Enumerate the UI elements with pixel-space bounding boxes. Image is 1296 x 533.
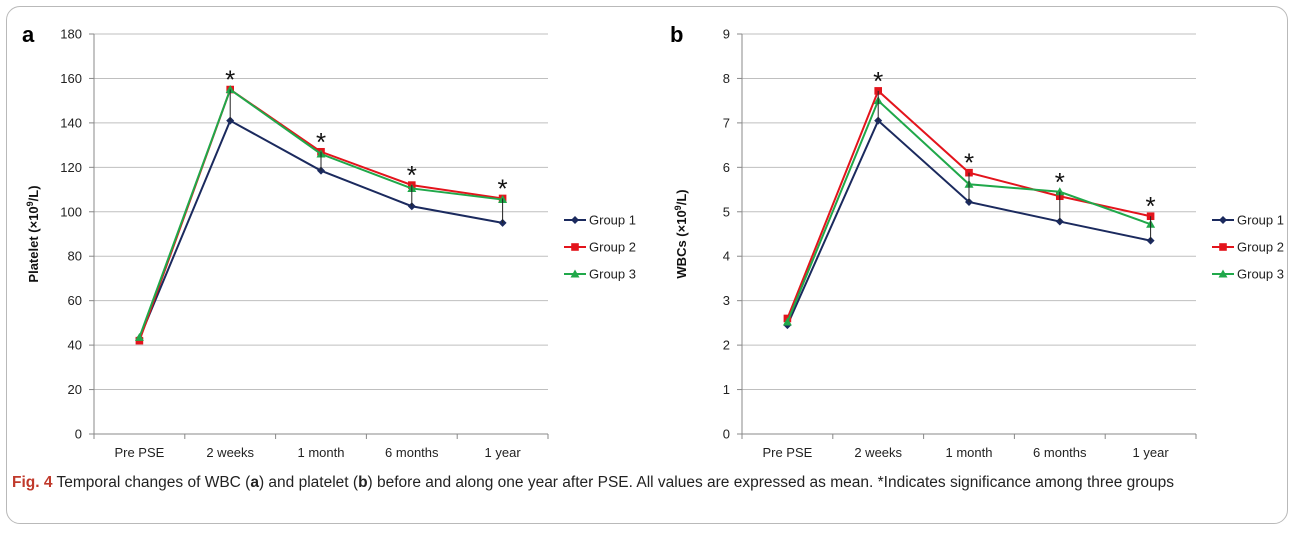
- y-tick-label-b: 5: [723, 204, 730, 219]
- x-tick-label-b: 1 month: [946, 445, 993, 460]
- legend-marker-a-group-3: [570, 269, 580, 278]
- legend-label-b-group-2: Group 2: [1237, 240, 1284, 255]
- significance-marker-a: *: [225, 65, 235, 95]
- y-axis-label-a: Platelet (×109/L): [25, 185, 41, 282]
- y-tick-label-b: 6: [723, 160, 730, 175]
- y-tick-label-a: 160: [60, 71, 82, 86]
- legend-label-a-group-3: Group 3: [589, 267, 636, 282]
- legend-marker-b-group-3: [1218, 269, 1228, 278]
- figure-frame: [6, 6, 1288, 524]
- y-tick-label-b: 2: [723, 338, 730, 353]
- y-tick-label-b: 1: [723, 382, 730, 397]
- chart-panel-a: a 0 20 40 60 80 100 120 140 160 180 Pre PSE 2 weeks 1…: [22, 22, 636, 460]
- caption-text-1: Temporal changes of WBC (: [52, 474, 251, 491]
- data-point-a-group-3: [225, 85, 235, 94]
- legend-label-b-group-1: Group 1: [1237, 213, 1284, 228]
- legend-marker-a-group-1: [571, 216, 579, 224]
- x-tick-label-a: 6 months: [385, 445, 439, 460]
- y-tick-label-b: 9: [723, 27, 730, 42]
- legend-label-a-group-1: Group 1: [589, 213, 636, 228]
- x-tick-label-a: 1 year: [485, 445, 522, 460]
- legend-marker-a-group-2: [571, 243, 579, 251]
- significance-marker-b: *: [873, 66, 883, 96]
- x-tick-label-a: Pre PSE: [114, 445, 164, 460]
- significance-marker-b: *: [964, 148, 974, 178]
- y-tick-label-b: 8: [723, 71, 730, 86]
- x-tick-label-b: 2 weeks: [854, 445, 902, 460]
- y-tick-label-a: 80: [68, 249, 82, 264]
- data-point-b-group-3: [782, 317, 792, 326]
- chart-panel-b: b 0 1 2 3 4 5 6 7 8 9 Pre PSE 2 weeks 1 month 6 months…: [670, 22, 1284, 460]
- y-tick-label-b: 3: [723, 293, 730, 308]
- significance-marker-b: *: [1055, 167, 1065, 197]
- caption-text-2: ) and platelet (: [258, 474, 359, 491]
- y-tick-label-a: 60: [68, 293, 82, 308]
- x-tick-label-b: 6 months: [1033, 445, 1087, 460]
- significance-marker-a: *: [407, 160, 417, 190]
- y-tick-label-a: 180: [60, 27, 82, 42]
- y-tick-label-a: 100: [60, 204, 82, 219]
- x-tick-label-a: 1 month: [298, 445, 345, 460]
- y-tick-label-a: 0: [75, 427, 82, 442]
- data-point-b-group-3: [1055, 187, 1065, 196]
- y-tick-label-a: 120: [60, 160, 82, 175]
- y-tick-label-b: 4: [723, 249, 730, 264]
- y-axis-label-b: WBCs (×109/L): [673, 189, 689, 278]
- significance-marker-a: *: [498, 173, 508, 203]
- legend-marker-b-group-2: [1219, 243, 1227, 251]
- legend-marker-b-group-1: [1219, 216, 1227, 224]
- caption-panel-ref-a: a: [250, 474, 259, 491]
- y-tick-label-a: 140: [60, 115, 82, 130]
- x-tick-label-a: 2 weeks: [206, 445, 254, 460]
- y-tick-label-a: 40: [68, 338, 82, 353]
- figure-caption: Fig. 4 Temporal changes of WBC (a) and p…: [12, 472, 1277, 494]
- y-tick-label-a: 20: [68, 382, 82, 397]
- legend-label-b-group-3: Group 3: [1237, 267, 1284, 282]
- y-tick-label-b: 7: [723, 115, 730, 130]
- figure-label: Fig. 4: [12, 474, 53, 491]
- y-tick-label-b: 0: [723, 427, 730, 442]
- caption-panel-ref-b: b: [358, 474, 368, 491]
- caption-text-3: ) before and along one year after PSE. A…: [367, 474, 1175, 491]
- x-tick-label-b: 1 year: [1133, 445, 1170, 460]
- x-tick-label-b: Pre PSE: [762, 445, 812, 460]
- panel-label-b: b: [670, 22, 683, 47]
- significance-marker-b: *: [1146, 191, 1156, 221]
- data-point-a-group-3: [134, 332, 144, 341]
- significance-marker-a: *: [316, 127, 326, 157]
- legend-label-a-group-2: Group 2: [589, 240, 636, 255]
- panel-label-a: a: [22, 22, 35, 47]
